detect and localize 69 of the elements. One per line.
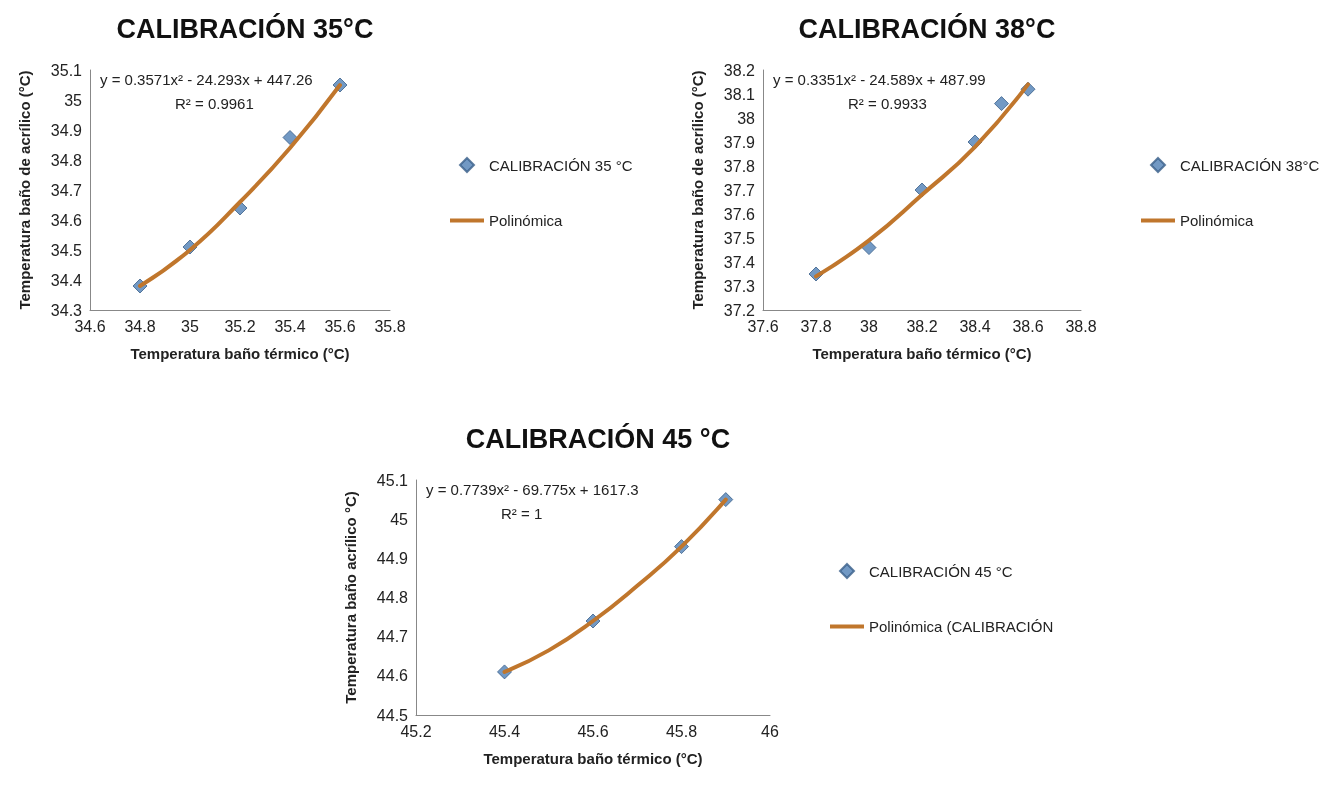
y-tick-label: 37.6: [723, 205, 756, 223]
y-tick-label: 34.3: [50, 301, 83, 319]
legend-label: Polinómica (CALIBRACIÓN: [869, 618, 1054, 635]
x-tick-label: 46: [761, 722, 779, 740]
legend-label: CALIBRACIÓN 45 °C: [869, 562, 1013, 580]
x-tick-label: 38: [860, 317, 878, 335]
x-tick-label: 45.6: [577, 722, 609, 740]
y-axis-title: Temperatura baño de acrílico (°C): [16, 70, 33, 310]
y-tick-label: 34.5: [50, 241, 83, 259]
chart-title: CALIBRACIÓN 38°C: [798, 12, 1056, 44]
y-tick-label: 37.5: [723, 229, 756, 247]
annotation: y = 0.7739x² - 69.775x + 1617.3: [426, 481, 639, 498]
y-tick-label: 44.7: [376, 628, 409, 646]
y-tick-label: 34.6: [50, 211, 83, 229]
y-tick-label: 37.7: [723, 181, 756, 199]
y-tick-label: 37.4: [723, 253, 756, 271]
x-tick-label: 37.8: [800, 317, 832, 335]
x-tick-label: 35.6: [324, 317, 356, 335]
legend-label: CALIBRACIÓN 38°C: [1180, 156, 1320, 174]
y-tick-label: 45: [390, 510, 409, 528]
annotation: R² = 0.9961: [175, 95, 254, 112]
y-axis-title: Temperatura baño de acrílico (°C): [689, 70, 706, 310]
chart-title: CALIBRACIÓN 35°C: [116, 12, 374, 44]
x-tick-label: 38.4: [959, 317, 991, 335]
y-tick-label: 44.9: [376, 549, 409, 567]
y-tick-label: 37.8: [723, 157, 756, 175]
x-tick-label: 35.4: [274, 317, 306, 335]
y-tick-label: 34.4: [50, 271, 83, 289]
y-tick-label: 44.8: [376, 589, 409, 606]
y-tick-label: 44.6: [376, 667, 409, 685]
y-tick-label: 38.1: [723, 85, 756, 103]
y-tick-label: 34.7: [50, 181, 83, 199]
y-tick-label: 37.2: [723, 301, 756, 319]
x-tick-label: 38.8: [1065, 317, 1097, 335]
x-tick-label: 38.2: [906, 317, 938, 335]
x-tick-label: 34.8: [124, 317, 156, 335]
y-axis-title: Temperatura baño acrílico °C): [342, 491, 359, 704]
chart-title: CALIBRACIÓN 45 °C: [465, 422, 731, 454]
y-tick-label: 45.1: [376, 471, 409, 489]
x-tick-label: 35.8: [374, 317, 406, 335]
x-tick-label: 45.8: [665, 722, 698, 740]
x-tick-label: 45.2: [400, 722, 432, 740]
y-tick-label: 37.9: [723, 133, 756, 151]
x-tick-label: 34.6: [74, 317, 106, 335]
y-tick-label: 44.5: [376, 706, 409, 724]
y-tick-label: 34.9: [50, 121, 83, 139]
y-tick-label: 38: [737, 109, 756, 127]
x-tick-label: 35: [181, 317, 199, 335]
x-tick-label: 37.6: [747, 317, 779, 335]
point: [994, 96, 1009, 112]
y-tick-label: 38.2: [723, 61, 756, 79]
x-tick-label: 45.4: [488, 722, 521, 740]
y-tick-label: 37.3: [723, 277, 756, 295]
y-tick-label: 35: [64, 91, 83, 109]
y-tick-label: 34.8: [50, 151, 83, 169]
x-tick-label: 35.2: [224, 317, 256, 335]
x-axis-title: Temperatura baño térmico (°C): [130, 345, 350, 362]
annotation: y = 0.3571x² - 24.293x + 447.26: [100, 71, 313, 88]
point: [282, 130, 298, 145]
legend-label: CALIBRACIÓN 35 °C: [489, 156, 633, 174]
x-axis-title: Temperatura baño térmico (°C): [483, 750, 703, 767]
legend-label: Polinómica: [489, 212, 564, 229]
annotation: y = 0.3351x² - 24.589x + 487.99: [773, 71, 986, 88]
legend-label: Polinómica: [1180, 212, 1255, 229]
x-tick-label: 38.6: [1012, 317, 1044, 335]
annotation: R² = 0.9933: [848, 95, 927, 112]
annotation: R² = 1: [501, 505, 543, 522]
x-axis-title: Temperatura baño térmico (°C): [812, 345, 1032, 362]
y-tick-label: 35.1: [50, 61, 83, 79]
